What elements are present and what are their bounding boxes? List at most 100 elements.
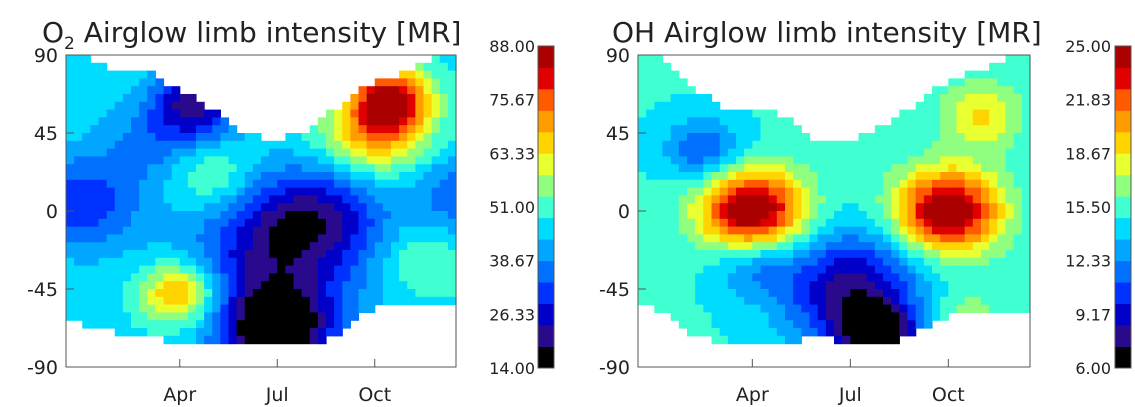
field-cell xyxy=(703,289,713,298)
field-cell xyxy=(179,257,189,267)
field-cell xyxy=(399,234,408,243)
field-cell xyxy=(326,187,335,196)
field-cell xyxy=(711,156,721,165)
field-cell xyxy=(187,156,197,165)
field-cell xyxy=(309,312,319,321)
field-cell xyxy=(66,203,75,212)
field-cell xyxy=(391,234,400,243)
field-cell xyxy=(277,203,286,212)
field-cell xyxy=(678,94,688,103)
field-cell xyxy=(744,242,753,251)
field-cell xyxy=(760,203,770,212)
field-cell xyxy=(989,203,998,212)
field-cell xyxy=(776,335,786,345)
field-cell xyxy=(1021,172,1031,181)
field-cell xyxy=(114,148,124,157)
field-cell xyxy=(776,281,786,290)
field-cell xyxy=(317,250,327,259)
field-cell xyxy=(638,218,647,228)
field-cell xyxy=(915,273,925,282)
field-cell xyxy=(793,304,802,313)
field-cell xyxy=(736,172,745,181)
field-cell xyxy=(670,226,680,235)
field-cell xyxy=(752,273,762,282)
field-cell xyxy=(964,156,974,165)
field-cell xyxy=(293,320,303,329)
field-cell xyxy=(817,172,827,181)
field-cell xyxy=(309,187,319,196)
field-cell xyxy=(326,195,335,204)
field-cell xyxy=(768,109,778,118)
field-cell xyxy=(382,296,392,306)
field-cell xyxy=(940,312,949,321)
field-cell xyxy=(204,242,213,251)
field-cell xyxy=(350,203,360,212)
field-cell xyxy=(1013,179,1023,189)
field-cell xyxy=(66,125,75,134)
field-cell xyxy=(899,328,909,337)
field-cell xyxy=(776,133,786,142)
field-cell xyxy=(948,265,958,274)
field-cell xyxy=(695,328,704,337)
field-cell xyxy=(82,164,91,173)
field-cell xyxy=(82,234,91,243)
field-cell xyxy=(1013,257,1023,267)
field-cell xyxy=(147,304,156,313)
field-cell xyxy=(196,335,205,345)
field-cell xyxy=(334,257,343,267)
field-cell xyxy=(252,296,262,306)
field-cell xyxy=(171,140,181,150)
field-cell xyxy=(196,101,205,111)
field-cell xyxy=(334,328,343,337)
field-cell xyxy=(793,148,802,157)
y-tick-label: -45 xyxy=(27,279,58,301)
field-cell xyxy=(817,234,827,243)
field-cell xyxy=(342,226,351,235)
field-cell xyxy=(301,148,311,157)
field-cell xyxy=(1013,218,1023,228)
field-cell xyxy=(850,203,860,212)
field-cell xyxy=(244,172,254,181)
field-cell xyxy=(155,257,165,267)
field-cell xyxy=(932,125,941,134)
field-cell xyxy=(309,296,319,306)
field-cell xyxy=(431,273,441,282)
field-cell xyxy=(948,195,958,204)
field-cell xyxy=(638,273,647,282)
field-cell xyxy=(948,140,958,150)
field-cell xyxy=(236,140,246,150)
field-cell xyxy=(825,250,835,259)
field-cell xyxy=(654,281,664,290)
field-cell xyxy=(196,140,205,150)
field-cell xyxy=(997,94,1007,103)
field-cell xyxy=(834,172,843,181)
field-cell xyxy=(147,140,156,150)
field-cell xyxy=(834,273,843,282)
field-cell xyxy=(899,172,909,181)
field-cell xyxy=(252,140,262,150)
field-cell xyxy=(382,140,392,150)
field-cell xyxy=(711,203,721,212)
field-cell xyxy=(1005,55,1015,64)
field-cell xyxy=(736,203,745,212)
colorbar-segment xyxy=(1115,325,1131,347)
field-cell xyxy=(82,187,91,196)
field-cell xyxy=(415,70,425,79)
field-cell xyxy=(122,211,132,220)
field-cell xyxy=(1013,203,1023,212)
field-cell xyxy=(66,94,75,103)
field-cell xyxy=(760,187,770,196)
field-cell xyxy=(391,257,400,267)
field-cell xyxy=(366,234,376,243)
field-cell xyxy=(883,218,892,228)
field-cell xyxy=(317,242,327,251)
field-cell xyxy=(382,265,392,274)
field-cell xyxy=(858,234,868,243)
field-cell xyxy=(196,328,205,337)
field-cell xyxy=(834,187,843,196)
field-cell xyxy=(1021,203,1031,212)
field-cell xyxy=(228,187,238,196)
field-cell xyxy=(972,296,982,306)
field-cell xyxy=(252,226,262,235)
field-cell xyxy=(74,94,83,103)
